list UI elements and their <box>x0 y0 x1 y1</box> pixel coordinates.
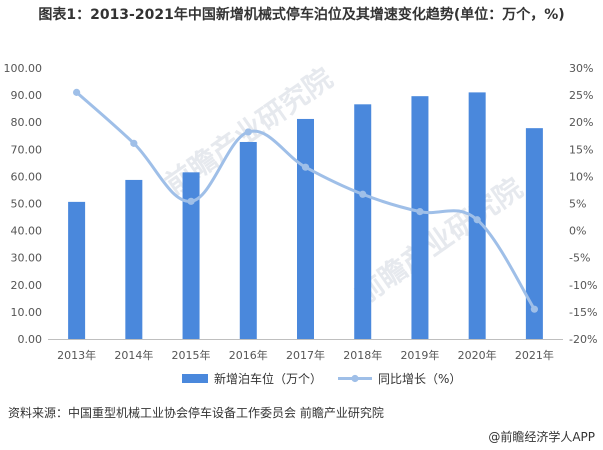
line-point <box>359 190 367 198</box>
legend-line-label: 同比增长（%） <box>378 372 461 386</box>
x-tick-label: 2015年 <box>172 348 211 362</box>
bar <box>468 92 486 339</box>
y-right-tick-label: 25% <box>569 89 593 102</box>
line-point <box>473 216 481 224</box>
y-left-tick-label: 60.00 <box>11 170 43 183</box>
x-tick-label: 2021年 <box>515 348 554 362</box>
x-tick-label: 2014年 <box>114 348 153 362</box>
y-left-tick-label: 80.00 <box>11 116 43 129</box>
y-left-tick-label: 20.00 <box>11 279 43 292</box>
left-axis: 0.00 10.00 20.00 30.00 40.00 50.00 60.00 70.00 8… <box>4 62 43 346</box>
bar <box>68 201 86 339</box>
y-left-tick-label: 40.00 <box>11 225 43 238</box>
legend-bar-label: 新增泊车位（万个） <box>214 371 322 386</box>
bar <box>182 172 200 339</box>
right-axis: -20% -15% -10% -5% 0% 5% 10% 15% 20% 25% 30% <box>569 62 597 346</box>
x-tick-label: 2016年 <box>229 348 268 362</box>
y-right-tick-label: 5% <box>569 198 586 211</box>
bar <box>125 179 143 339</box>
y-left-tick-label: 30.00 <box>11 252 43 265</box>
line-point <box>416 208 424 216</box>
legend-line-marker <box>351 374 359 383</box>
bar <box>411 96 429 340</box>
y-left-tick-label: 50.00 <box>11 198 43 211</box>
x-axis: 2013年 2014年 2015年 2016年 2017年 2018年 2019年 2020年… <box>48 339 563 362</box>
chart: 0.00 10.00 20.00 30.00 40.00 50.00 60.00 70.00 8… <box>4 62 598 386</box>
source-note: 资料来源：中国重型机械工业协会停车设备工作委员会 前瞻产业研究院 <box>8 406 384 420</box>
line-point <box>244 128 252 136</box>
line-point <box>73 88 81 96</box>
x-tick-label: 2018年 <box>343 348 382 362</box>
y-right-tick-label: 10% <box>569 170 593 183</box>
y-right-tick-label: 20% <box>569 116 593 129</box>
bar <box>354 104 372 340</box>
line-point <box>301 163 310 171</box>
line-series <box>73 88 538 313</box>
y-right-tick-label: -10% <box>569 279 597 292</box>
chart-title: 图表1：2013-2021年中国新增机械式停车泊位及其增速变化趋势(单位：万个，… <box>38 7 565 23</box>
y-right-tick-label: 0% <box>569 225 586 238</box>
y-left-tick-label: 70.00 <box>11 143 43 156</box>
y-left-tick-label: 0.00 <box>18 333 43 346</box>
y-right-tick-label: -15% <box>569 306 597 319</box>
growth-line <box>75 91 536 310</box>
bar <box>239 141 257 339</box>
bar <box>525 128 543 339</box>
line-point <box>187 197 195 205</box>
y-right-tick-label: -20% <box>569 333 597 346</box>
bar <box>297 118 314 339</box>
x-tick-label: 2017年 <box>286 348 325 362</box>
legend: 新增泊车位（万个） 同比增长（%） <box>182 371 461 386</box>
line-point <box>530 305 538 313</box>
y-right-tick-label: 30% <box>569 62 593 75</box>
y-left-tick-label: 90.00 <box>11 89 43 102</box>
line-point <box>130 139 138 147</box>
brand-text: @前瞻经济学人APP <box>488 430 595 444</box>
legend-bar-swatch <box>182 374 208 383</box>
y-left-tick-label: 100.00 <box>4 62 43 75</box>
x-tick-label: 2019年 <box>400 348 439 362</box>
y-right-tick-label: 15% <box>569 143 593 156</box>
brand-label: @前瞻经济学人APP <box>488 428 595 445</box>
x-tick-label: 2020年 <box>458 348 497 362</box>
y-right-tick-label: -5% <box>569 252 590 265</box>
x-tick-label: 2013年 <box>57 348 96 362</box>
bar-series <box>68 92 543 340</box>
y-left-tick-label: 10.00 <box>11 306 43 319</box>
